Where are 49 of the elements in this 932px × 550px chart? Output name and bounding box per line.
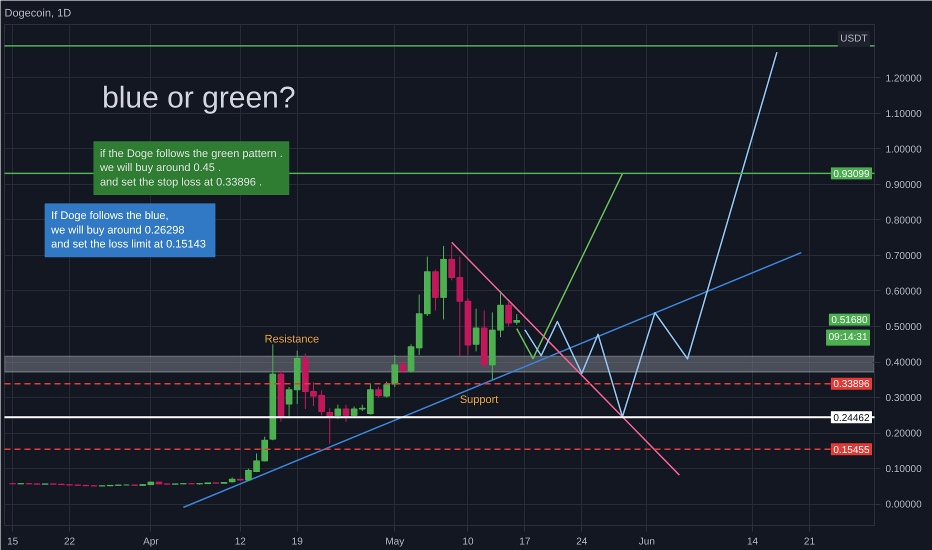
- annotation: Support: [460, 394, 498, 406]
- x-tick-label: 24: [576, 536, 588, 548]
- x-tick-label: 14: [746, 536, 759, 548]
- annotation: if the Doge follows the green pattern . we will buy around 0.45 . and set the stop loss at 0.33896 .: [98, 148, 283, 189]
- candlestick: [334, 404, 342, 420]
- x-tick-label: Jun: [638, 536, 655, 548]
- candlestick: [342, 404, 350, 422]
- x-tick-label: 17: [519, 536, 531, 548]
- candlestick: [383, 381, 390, 398]
- x-tick-label: May: [385, 536, 404, 548]
- line-series: [524, 51, 778, 418]
- candlestick: [513, 314, 520, 326]
- x-tick-label: 10: [462, 536, 474, 548]
- candlestick: [472, 308, 480, 352]
- y-tick-label: 0.70000: [886, 250, 922, 262]
- candlestick: [391, 354, 398, 388]
- candlestick: [400, 358, 406, 374]
- y-tick-label: 1.00000: [886, 144, 922, 156]
- candlestick: [375, 386, 382, 398]
- annotation: 0.51680: [831, 315, 868, 326]
- y-tick-label: 0.50000: [886, 322, 922, 334]
- y-tick-label: 0.00000: [886, 500, 922, 511]
- x-tick-label: 19: [292, 536, 304, 548]
- annotation: 09:14:31: [828, 332, 868, 344]
- ref-line-label: 0.33896: [833, 379, 870, 390]
- candlestick: [326, 408, 334, 444]
- y-tick-label: 0.30000: [886, 393, 922, 404]
- x-tick-label: 12: [234, 536, 246, 548]
- y-tick-label: 0.80000: [886, 215, 922, 226]
- y-tick-label: 1.20000: [886, 73, 922, 84]
- y-tick-label: 0.40000: [886, 358, 922, 369]
- y-tick-label: 1.10000: [886, 108, 922, 120]
- y-tick-label: 0.90000: [886, 180, 922, 191]
- x-tick-label: Apr: [143, 536, 160, 548]
- annotation: blue or green?: [102, 81, 296, 114]
- annotation: Resistance: [264, 334, 320, 346]
- x-tick-label: 15: [7, 536, 19, 548]
- x-tick-label: 22: [64, 536, 76, 548]
- annotation: If Doge follows the blue, we will buy around 0.26298 and set the loss limit at 0.15143: [50, 210, 206, 251]
- y-tick-label: 0.20000: [886, 428, 922, 440]
- ref-line-label: 0.24462: [833, 412, 870, 424]
- chart-title: Dogecoin, 1D: [4, 8, 72, 20]
- candlestick: [505, 301, 512, 328]
- x-tick-label: 21: [804, 536, 816, 548]
- ref-line-label: 0.15455: [833, 444, 870, 456]
- y-tick-label: 0.10000: [886, 464, 922, 476]
- y-tick-label: 0.60000: [886, 286, 922, 298]
- ref-line-label: 0.93099: [833, 168, 870, 180]
- annotation: USDT: [840, 34, 868, 45]
